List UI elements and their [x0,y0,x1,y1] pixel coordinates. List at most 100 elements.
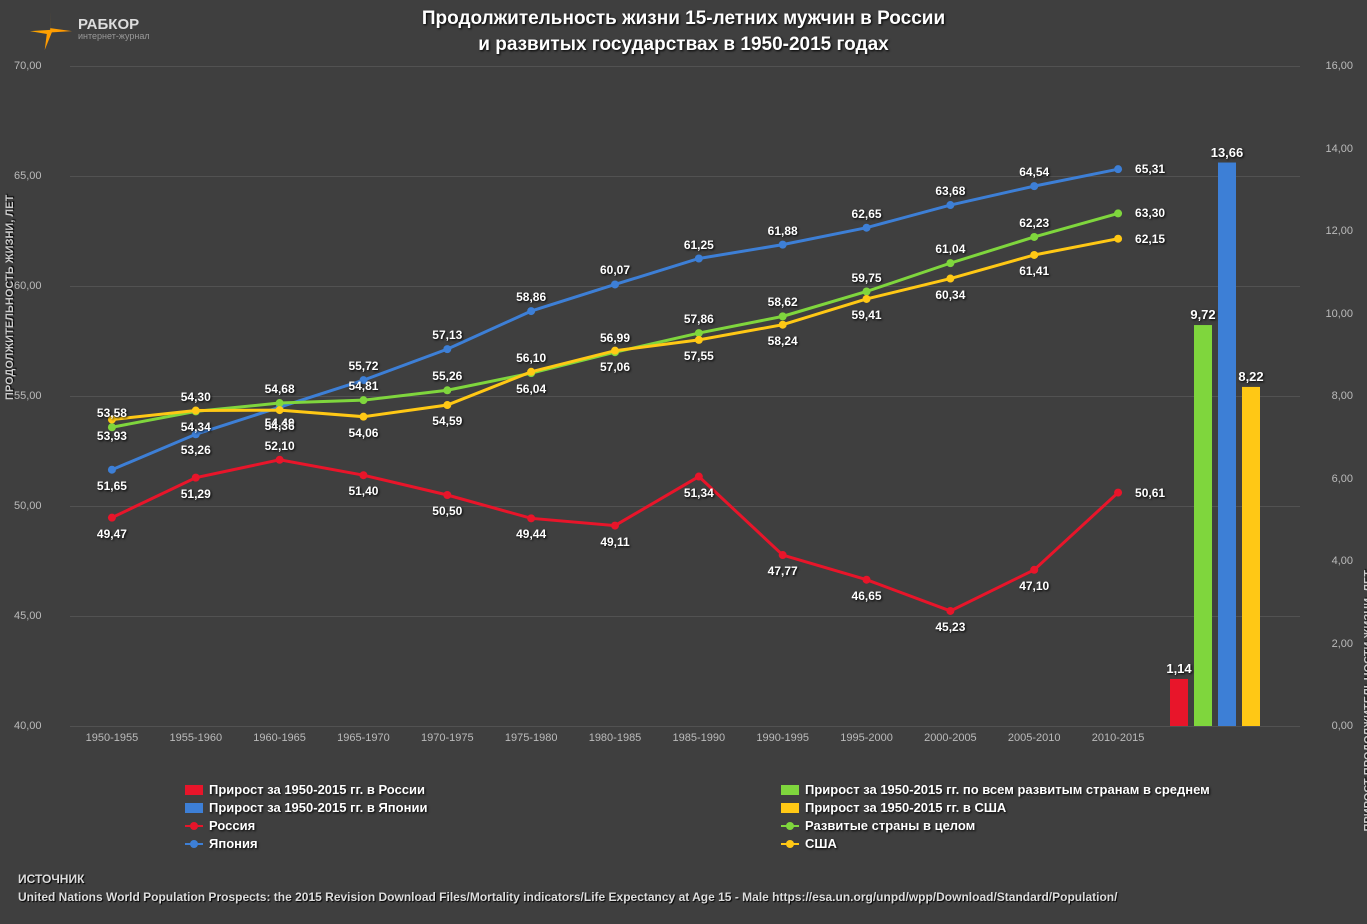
data-label: 57,86 [684,312,714,326]
series-developed [112,213,1118,427]
data-label: 59,41 [852,308,882,322]
data-label: 56,04 [516,382,546,396]
point-developed [443,386,451,394]
data-label: 46,65 [852,589,882,603]
legend-marker [185,785,203,795]
point-usa [443,401,451,409]
y1-tick: 70,00 [14,60,42,72]
legend-label: США [805,836,837,851]
x-tick: 1950-1955 [86,732,139,744]
point-russia [359,471,367,479]
point-russia [611,522,619,530]
point-usa [359,413,367,421]
data-label: 58,62 [768,295,798,309]
point-japan [946,201,954,209]
point-developed [1030,233,1038,241]
legend-marker [185,803,203,813]
point-usa [695,336,703,344]
bar-b_usa [1242,387,1260,726]
data-label: 57,06 [600,360,630,374]
x-tick: 1960-1965 [253,732,306,744]
legend-item: Прирост за 1950-2015 гг. в США [781,800,1347,815]
point-japan [863,224,871,232]
y1-axis-label: ПРОДОЛЖИТЕЛЬНОСТЬ ЖИЗНИ, ЛЕТ [4,195,16,400]
data-label: 58,86 [516,290,546,304]
data-label: 45,23 [935,620,965,634]
data-label: 58,24 [768,334,798,348]
source: ИСТОЧНИК United Nations World Population… [18,871,1117,906]
legend-marker [781,821,799,831]
data-label: 60,07 [600,263,630,277]
data-label: 62,65 [852,207,882,221]
legend-item: Япония [185,836,751,851]
data-label: 51,40 [348,484,378,498]
data-label: 52,10 [265,439,295,453]
point-russia [946,607,954,615]
chart-title: Продолжительность жизни 15-летних мужчин… [0,6,1367,57]
point-usa [863,295,871,303]
point-japan [108,466,116,474]
point-russia [1114,489,1122,497]
data-label: 54,59 [432,414,462,428]
data-label: 57,13 [432,328,462,342]
data-label: 61,41 [1019,264,1049,278]
data-label: 62,23 [1019,216,1049,230]
legend-label: Прирост за 1950-2015 гг. в России [209,782,425,797]
data-label: 56,10 [516,351,546,365]
x-tick: 1990-1995 [756,732,809,744]
bar-b_developed [1194,325,1212,726]
y1-tick: 45,00 [14,610,42,622]
data-label: 53,26 [181,443,211,457]
y2-axis-label: ПРИРОСТ ПРОДОЛЖИТЕЛЬНОСТИ ЖИЗНИ, ЛЕТ [1363,570,1367,832]
point-usa [192,407,200,415]
point-developed [1114,209,1122,217]
point-developed [359,396,367,404]
data-label: 61,25 [684,238,714,252]
point-usa [946,275,954,283]
x-tick: 2000-2005 [924,732,977,744]
x-tick: 1995-2000 [840,732,893,744]
data-label: 59,75 [852,271,882,285]
data-label: 50,50 [432,504,462,518]
data-label: 49,44 [516,527,546,541]
data-label: 51,34 [684,486,714,500]
legend-item: США [781,836,1347,851]
x-tick: 1965-1970 [337,732,390,744]
data-label: 61,88 [768,224,798,238]
legend-label: Россия [209,818,255,833]
point-usa [779,321,787,329]
data-label: 64,54 [1019,165,1049,179]
data-label: 62,15 [1135,232,1165,246]
x-tick: 2010-2015 [1092,732,1145,744]
point-usa [611,347,619,355]
data-label: 53,93 [97,429,127,443]
x-tick: 1970-1975 [421,732,474,744]
y2-tick: 16,00 [1325,60,1353,72]
point-developed [695,329,703,337]
bar-label: 13,66 [1211,145,1244,160]
point-russia [276,456,284,464]
point-japan [527,307,535,315]
data-label: 63,68 [935,184,965,198]
legend-item: Прирост за 1950-2015 гг. в Японии [185,800,751,815]
x-tick: 1980-1985 [589,732,642,744]
point-japan [695,255,703,263]
point-japan [779,241,787,249]
y1-tick: 65,00 [14,170,42,182]
point-russia [108,514,116,522]
chart-title-line2: и развитых государствах в 1950-2015 года… [478,34,889,55]
point-russia [863,576,871,584]
point-russia [779,551,787,559]
x-tick: 1955-1960 [169,732,222,744]
data-label: 51,65 [97,479,127,493]
point-usa [1114,235,1122,243]
x-tick: 1975-1980 [505,732,558,744]
data-label: 49,11 [600,535,629,549]
line-chart [70,66,1160,726]
point-russia [695,473,703,481]
data-label: 49,47 [97,527,127,541]
point-japan [1114,165,1122,173]
source-title: ИСТОЧНИК [18,872,84,886]
point-developed [946,259,954,267]
legend-marker [781,803,799,813]
